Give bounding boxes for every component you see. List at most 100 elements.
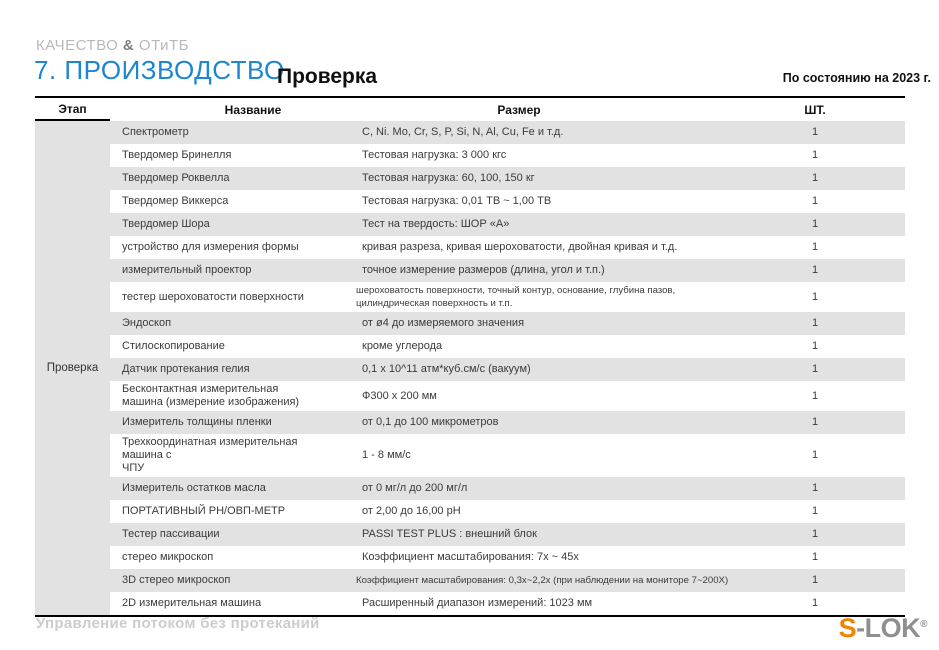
equipment-size: от 0,1 до 100 микрометров bbox=[362, 416, 499, 428]
table-row: ПОРТАТИВНЫЙ PH/ОВП-МЕТР от 2,00 до 16,00 … bbox=[110, 500, 905, 523]
table-body: Проверка Спектрометр C, Ni. Mo, Cr, S, P,… bbox=[35, 121, 905, 617]
footer-tagline: Управление потоком без протеканий bbox=[36, 615, 320, 632]
equipment-name: Датчик протекания гелия bbox=[122, 363, 250, 375]
table-header-row: Этап Название Размер ШТ. bbox=[35, 98, 905, 121]
logo-letters-lok: -LOK bbox=[856, 613, 921, 643]
as-of-date: По состоянию на 2023 г. bbox=[782, 71, 931, 85]
equipment-size: от 0 мг/л до 200 мг/л bbox=[362, 482, 468, 494]
s-lok-logo: S-LOK® bbox=[838, 610, 928, 643]
eyebrow-prefix: КАЧЕСТВО bbox=[36, 37, 123, 54]
column-header-qty: ШТ. bbox=[804, 102, 826, 117]
table-row: Бесконтактная измерительная машина (изме… bbox=[110, 381, 905, 411]
equipment-name: тестер шероховатости поверхности bbox=[122, 290, 304, 303]
equipment-name: Эндоскоп bbox=[122, 317, 172, 329]
logo-letter-s: S bbox=[838, 613, 857, 643]
equipment-qty: 1 bbox=[811, 290, 819, 303]
table-row: устройство для измерения формы кривая раз… bbox=[110, 236, 905, 259]
eyebrow-ampersand: & bbox=[122, 37, 135, 54]
equipment-name: ПОРТАТИВНЫЙ PH/ОВП-МЕТР bbox=[122, 505, 286, 517]
equipment-size: Расширенный диапазон измерений: 1023 мм bbox=[362, 597, 593, 609]
eyebrow-heading: КАЧЕСТВО & ОТиТБ bbox=[36, 37, 189, 54]
registered-mark-icon: ® bbox=[920, 619, 927, 630]
equipment-name: устройство для измерения формы bbox=[122, 241, 299, 253]
equipment-qty: 1 bbox=[811, 149, 819, 161]
table-row: Твердомер Виккерса Тестовая нагрузка: 0,0… bbox=[110, 190, 905, 213]
equipment-size: Тестовая нагрузка: 0,01 ТВ ~ 1,00 ТВ bbox=[362, 195, 552, 207]
table-row: Твердомер Роквелла Тестовая нагрузка: 60,… bbox=[110, 167, 905, 190]
table-row: стерео микроскоп Коэффициент масштабирова… bbox=[110, 546, 905, 569]
equipment-name: Стилоскопирование bbox=[122, 340, 225, 352]
table-row: Тестер пассивации PASSI TEST PLUS : внешн… bbox=[110, 523, 905, 546]
equipment-name: Твердомер Роквелла bbox=[122, 172, 230, 184]
table-row: 3D стерео микроскоп Коэффициент масштабир… bbox=[110, 569, 905, 592]
equipment-size: PASSI TEST PLUS : внешний блок bbox=[362, 528, 537, 540]
table-row: измерительный проектор точное измерение р… bbox=[110, 259, 905, 282]
equipment-qty: 1 bbox=[811, 126, 819, 138]
page-title: Проверка bbox=[277, 65, 378, 88]
table-row: Измеритель толщины пленки от 0,1 до 100 м… bbox=[110, 411, 905, 434]
equipment-qty: 1 bbox=[811, 597, 819, 609]
section-title: 7. ПРОИЗВОДСТВО bbox=[34, 55, 285, 85]
equipment-size: точное измерение размеров (длина, угол и… bbox=[362, 264, 605, 276]
equipment-name: стерео микроскоп bbox=[122, 551, 214, 563]
stage-cell: Проверка bbox=[35, 121, 110, 615]
equipment-name: Спектрометр bbox=[122, 126, 189, 138]
equipment-qty: 1 bbox=[811, 195, 819, 207]
equipment-name: 2D измерительная машина bbox=[122, 597, 262, 609]
table-row: 2D измерительная машина Расширенный диапа… bbox=[110, 592, 905, 615]
equipment-qty: 1 bbox=[811, 528, 819, 540]
equipment-size: Тестовая нагрузка: 3 000 кгс bbox=[362, 149, 507, 161]
equipment-table: Этап Название Размер ШТ. Проверка Спектр… bbox=[35, 96, 905, 617]
equipment-name: 3D стерео микроскоп bbox=[122, 574, 231, 586]
equipment-name: Твердомер Бринелля bbox=[122, 149, 232, 161]
table-row: Датчик протекания гелия 0,1 x 10^11 атм*к… bbox=[110, 358, 905, 381]
equipment-qty: 1 bbox=[811, 482, 819, 494]
equipment-size: Коэффициент масштабирования: 7x ~ 45x bbox=[362, 551, 579, 563]
equipment-size: C, Ni. Mo, Cr, S, P, Si, N, Al, Cu, Fe и… bbox=[362, 126, 564, 138]
equipment-qty: 1 bbox=[811, 551, 819, 563]
table-row: Твердомер Шора Тест на твердость: ШОР «А»… bbox=[110, 213, 905, 236]
equipment-qty: 1 bbox=[811, 449, 819, 461]
equipment-qty: 1 bbox=[811, 264, 819, 276]
equipment-qty: 1 bbox=[811, 340, 819, 352]
equipment-name: Бесконтактная измерительная машина (изме… bbox=[122, 383, 300, 408]
equipment-size: Тест на твердость: ШОР «А» bbox=[362, 218, 510, 230]
equipment-name: Трехкоординатная измерительная машина с … bbox=[122, 436, 298, 474]
equipment-qty: 1 bbox=[811, 241, 819, 253]
equipment-size: от 2,00 до 16,00 pH bbox=[362, 505, 461, 517]
equipment-size: кроме углерода bbox=[362, 340, 443, 352]
column-header-name: Название bbox=[224, 102, 282, 117]
equipment-qty: 1 bbox=[811, 317, 819, 329]
table-row: Стилоскопирование кроме углерода 1 bbox=[110, 335, 905, 358]
equipment-name: Измеритель остатков масла bbox=[122, 482, 266, 494]
table-row: Эндоскоп от ø4 до измеряемого значения 1 bbox=[110, 312, 905, 335]
equipment-size: Тестовая нагрузка: 60, 100, 150 кг bbox=[362, 172, 535, 184]
equipment-qty: 1 bbox=[811, 172, 819, 184]
equipment-qty: 1 bbox=[811, 416, 819, 428]
table-row: Спектрометр C, Ni. Mo, Cr, S, P, Si, N, A… bbox=[110, 121, 905, 144]
table-row: Измеритель остатков масла от 0 мг/л до 20… bbox=[110, 477, 905, 500]
table-row: тестер шероховатости поверхности шерохова… bbox=[110, 282, 905, 312]
equipment-size: от ø4 до измеряемого значения bbox=[362, 317, 525, 329]
column-header-size: Размер bbox=[497, 102, 541, 117]
eyebrow-suffix: ОТиТБ bbox=[134, 37, 189, 54]
table-row: Трехкоординатная измерительная машина с … bbox=[110, 434, 905, 477]
equipment-size: Ф300 x 200 мм bbox=[362, 389, 437, 402]
equipment-name: Твердомер Шора bbox=[122, 218, 210, 230]
equipment-name: Твердомер Виккерса bbox=[122, 195, 229, 207]
equipment-qty: 1 bbox=[811, 218, 819, 230]
equipment-size: 0,1 x 10^11 атм*куб.см/с (вакуум) bbox=[362, 363, 531, 375]
equipment-qty: 1 bbox=[811, 574, 819, 586]
table-rows: Спектрометр C, Ni. Mo, Cr, S, P, Si, N, A… bbox=[110, 121, 905, 615]
equipment-name: Тестер пассивации bbox=[122, 528, 220, 540]
column-header-stage: Этап bbox=[35, 98, 110, 121]
equipment-size: 1 - 8 мм/с bbox=[362, 449, 411, 461]
equipment-qty: 1 bbox=[811, 505, 819, 517]
equipment-name: измерительный проектор bbox=[122, 264, 252, 276]
equipment-size: Коэффициент масштабирования: 0,3x~2,2x (… bbox=[356, 575, 729, 586]
table-row: Твердомер Бринелля Тестовая нагрузка: 3 0… bbox=[110, 144, 905, 167]
equipment-qty: 1 bbox=[811, 389, 819, 402]
equipment-size: кривая разреза, кривая шероховатости, дв… bbox=[362, 241, 678, 253]
equipment-size: шероховатость поверхности, точный контур… bbox=[356, 285, 676, 309]
